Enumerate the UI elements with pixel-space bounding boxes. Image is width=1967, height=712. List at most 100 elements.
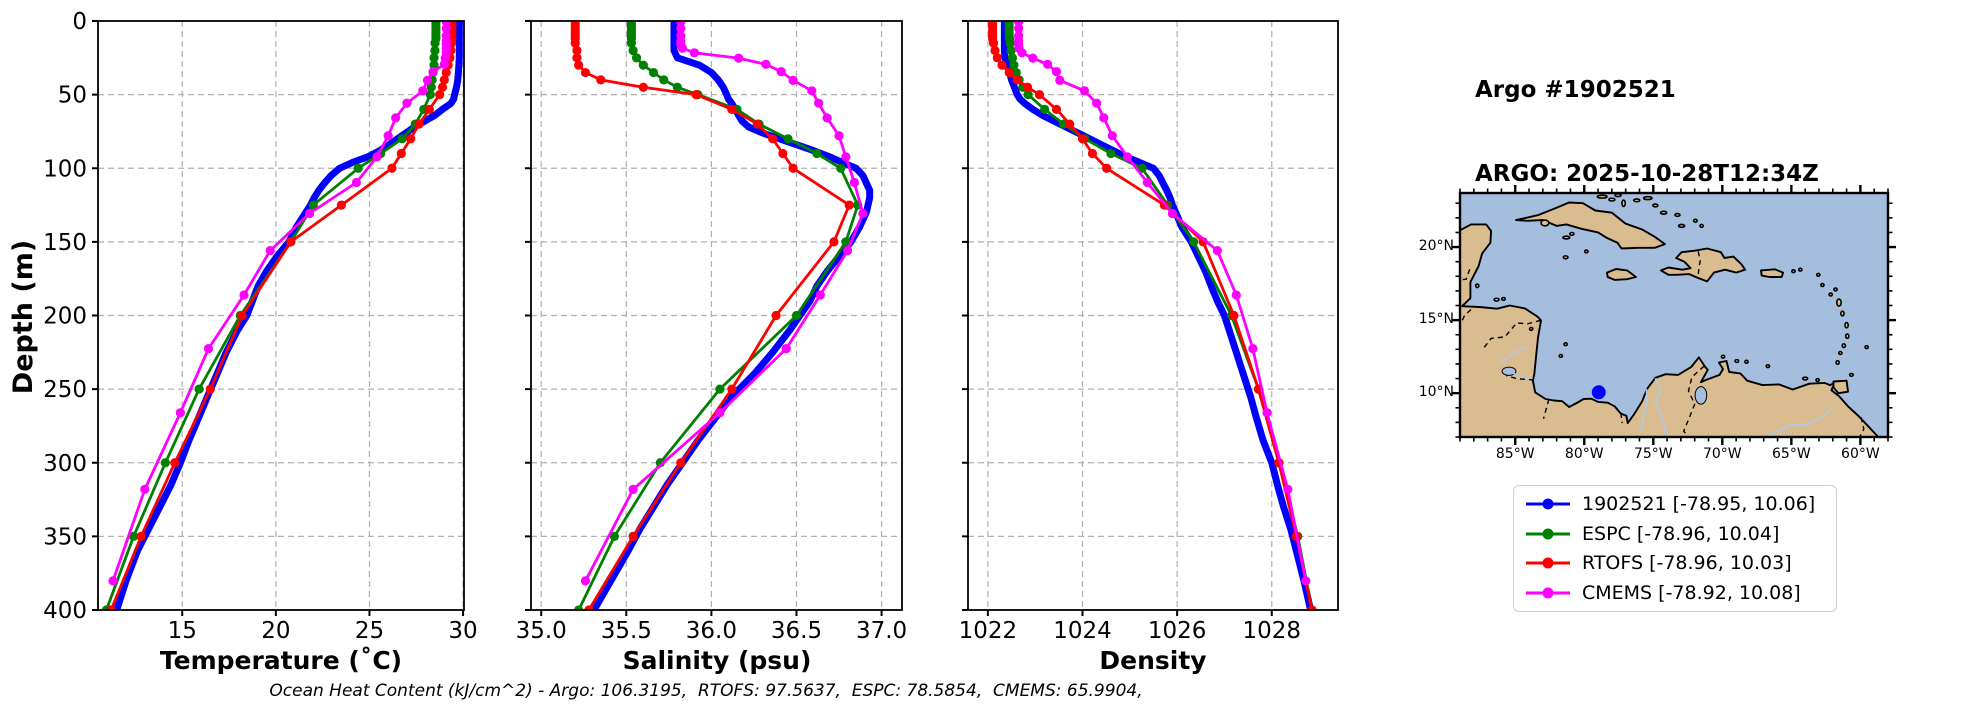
marker-dot — [351, 177, 361, 188]
marker-dot — [1107, 131, 1117, 141]
marker-dot — [1012, 75, 1022, 85]
marker-dot — [1034, 90, 1045, 100]
marker-dot — [776, 67, 786, 77]
marker-dot — [239, 290, 249, 300]
marker-dot — [106, 605, 116, 610]
marker-dot — [841, 152, 851, 162]
marker-dot — [778, 148, 788, 159]
map-lon-label: 60°W — [1841, 446, 1880, 462]
map-islet — [1837, 350, 1843, 356]
marker-dot — [841, 237, 851, 247]
marker-dot — [609, 531, 619, 541]
marker-dot — [237, 310, 247, 321]
map-islet — [1674, 212, 1681, 218]
header-argo-time: ARGO: 2025-10-28T12:34Z — [1475, 161, 1819, 187]
marker-dot — [140, 484, 150, 495]
marker-dot — [1055, 75, 1065, 85]
map-legend: 1902521 [-78.95, 10.06] ESPC [-78.96, 10.… — [1513, 485, 1837, 612]
marker-dot — [1212, 245, 1222, 256]
map-islet — [1528, 326, 1534, 332]
legend-entry-label: 1902521 [-78.95, 10.06] — [1582, 492, 1816, 515]
map-islet — [1835, 298, 1842, 307]
marker-dot — [265, 245, 275, 256]
map-land — [1514, 201, 1666, 250]
marker-dot — [988, 38, 999, 48]
marker-dot — [648, 67, 659, 78]
marker-dot — [659, 75, 669, 85]
map-islet — [1815, 377, 1820, 383]
marker-dot — [626, 38, 637, 48]
marker-dot — [676, 23, 686, 33]
temperature-axis-label: Temperature (˚C) — [159, 646, 403, 675]
ohc-caption: Ocean Heat Content (kJ/cm^2) - Argo: 106… — [269, 681, 1143, 701]
marker-dot — [849, 177, 859, 188]
marker-dot — [136, 531, 146, 541]
marker-dot — [858, 208, 868, 219]
map-border — [1682, 365, 1705, 437]
marker-dot — [631, 53, 642, 63]
map-islet — [1790, 268, 1796, 274]
legend-entry: ESPC [-78.96, 10.04] — [1524, 520, 1826, 548]
marker-dot — [1102, 163, 1112, 173]
map-islet — [1474, 283, 1480, 289]
marker-dot — [574, 605, 584, 610]
legend-line-marker-icon — [1526, 498, 1570, 510]
x-tick-label: 15 — [168, 618, 197, 644]
marker-dot — [761, 59, 771, 69]
marker-dot — [428, 67, 438, 77]
map-islet — [1841, 342, 1847, 349]
series-CMEMS-markers — [580, 21, 868, 586]
marker-dot — [781, 344, 791, 354]
legend-entry-label: ESPC [-78.96, 10.04] — [1582, 522, 1780, 545]
marker-dot — [691, 90, 701, 100]
series-CMEMS-markers — [108, 21, 451, 586]
depth-tick-label: 100 — [43, 156, 87, 182]
gridlines — [531, 21, 902, 610]
map-lon-label: 75°W — [1633, 446, 1673, 462]
marker-dot — [170, 458, 180, 468]
map-islet — [1652, 203, 1659, 208]
marker-dot — [1301, 576, 1311, 586]
marker-dot — [441, 67, 451, 78]
marker-dot — [689, 48, 699, 58]
map-ticks — [1452, 185, 1896, 445]
marker-dot — [771, 310, 781, 321]
x-tick-label: 1022 — [959, 618, 1018, 644]
marker-dot — [418, 86, 428, 96]
marker-dot — [628, 531, 638, 541]
map-border — [1482, 319, 1541, 350]
marker-dot — [396, 148, 406, 159]
depth-tick-label: 300 — [43, 451, 87, 477]
marker-dot — [1004, 67, 1014, 78]
marker-dot — [822, 113, 832, 123]
map-frame — [1458, 191, 1890, 439]
marker-dot — [1051, 104, 1062, 114]
header-title: Argo #1902521 — [1475, 77, 1676, 103]
map-islet — [1563, 342, 1569, 347]
map-islet — [1692, 218, 1698, 223]
legend-entry-label: CMEMS [-78.92, 10.08] — [1582, 582, 1801, 605]
map-land — [1460, 223, 1880, 437]
marker-dot — [676, 458, 686, 468]
legend-line-marker-icon — [1526, 528, 1570, 540]
density-panel: 1022 1024 1026 1028 — [959, 20, 1339, 644]
marker-dot — [391, 113, 401, 123]
marker-dot — [815, 290, 825, 300]
axis-ticks — [92, 20, 465, 616]
map-lat-label: 10°N — [1418, 384, 1454, 401]
map-islet — [1642, 195, 1653, 201]
map-islet — [1797, 267, 1803, 272]
marker-dot — [422, 75, 433, 85]
axis-ticks — [525, 20, 883, 616]
marker-dot — [834, 131, 844, 141]
marker-dot — [429, 53, 439, 63]
marker-dot — [175, 408, 185, 418]
marker-dot — [788, 75, 798, 85]
map-islet — [1844, 333, 1850, 340]
marker-dot — [1007, 53, 1018, 63]
map-islet — [1500, 296, 1507, 302]
map-land — [1606, 268, 1637, 281]
map-border — [1620, 412, 1623, 424]
marker-dot — [584, 605, 594, 610]
marker-dot — [397, 134, 407, 144]
